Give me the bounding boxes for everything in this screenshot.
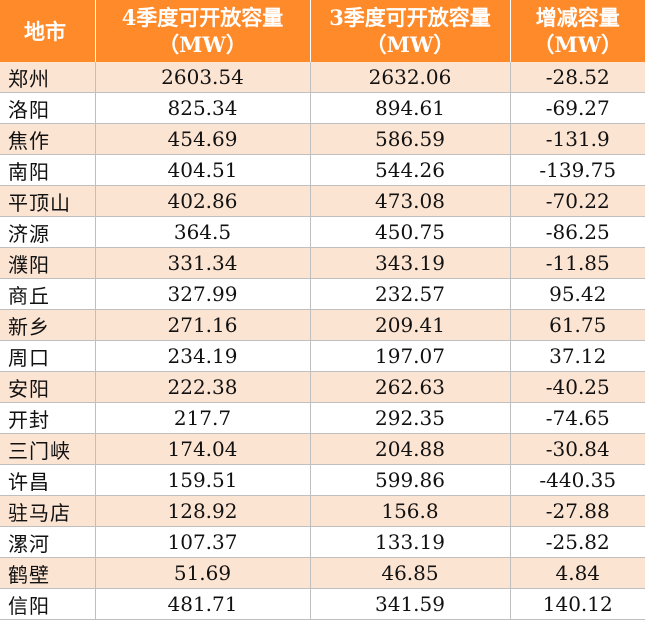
cell-q3-capacity: 156.8 [310,495,511,527]
cell-q4-capacity: 107.37 [95,526,311,558]
cell-change: -69.27 [510,92,645,124]
cell-city: 许昌 [0,464,96,496]
header-q3-capacity: 3季度可开放容量（MW） [310,0,511,62]
cell-change: -28.52 [510,62,645,93]
cell-city: 周口 [0,340,96,372]
cell-q3-capacity: 343.19 [310,247,511,279]
cell-change: -86.25 [510,216,645,248]
cell-q4-capacity: 481.71 [95,588,311,620]
cell-change: 61.75 [510,309,645,341]
table-row: 商丘 327.99 232.57 95.42 [0,278,645,310]
cell-q4-capacity: 159.51 [95,464,311,496]
table-row: 信阳 481.71 341.59 140.12 [0,588,645,620]
cell-city: 商丘 [0,278,96,310]
cell-q3-capacity: 197.07 [310,340,511,372]
cell-change: 140.12 [510,588,645,620]
header-city: 地市 [0,0,96,62]
cell-change: 95.42 [510,278,645,310]
cell-q4-capacity: 217.7 [95,402,311,434]
cell-q3-capacity: 46.85 [310,557,511,589]
cell-city: 南阳 [0,154,96,186]
cell-city: 郑州 [0,62,96,93]
table-row: 郑州 2603.54 2632.06 -28.52 [0,62,645,93]
cell-q3-capacity: 209.41 [310,309,511,341]
cell-q4-capacity: 51.69 [95,557,311,589]
cell-q4-capacity: 2603.54 [95,62,311,93]
table-row: 济源 364.5 450.75 -86.25 [0,216,645,248]
cell-q3-capacity: 204.88 [310,433,511,465]
cell-q4-capacity: 454.69 [95,123,311,155]
table-row: 驻马店 128.92 156.8 -27.88 [0,495,645,527]
cell-q4-capacity: 271.16 [95,309,311,341]
cell-q4-capacity: 222.38 [95,371,311,403]
cell-city: 开封 [0,402,96,434]
cell-q3-capacity: 544.26 [310,154,511,186]
cell-change: -40.25 [510,371,645,403]
header-change: 增减容量（MW） [510,0,645,62]
cell-change: -11.85 [510,247,645,279]
table-body: 郑州 2603.54 2632.06 -28.52 洛阳 825.34 894.61 -69.… [0,62,645,620]
cell-change: -30.84 [510,433,645,465]
cell-change: -131.9 [510,123,645,155]
cell-change: -74.65 [510,402,645,434]
cell-q4-capacity: 404.51 [95,154,311,186]
cell-change: -139.75 [510,154,645,186]
cell-city: 平顶山 [0,185,96,217]
cell-city: 济源 [0,216,96,248]
cell-q3-capacity: 232.57 [310,278,511,310]
table-row: 濮阳 331.34 343.19 -11.85 [0,247,645,279]
cell-q3-capacity: 450.75 [310,216,511,248]
cell-q3-capacity: 599.86 [310,464,511,496]
table-row: 安阳 222.38 262.63 -40.25 [0,371,645,403]
cell-city: 漯河 [0,526,96,558]
cell-change: 37.12 [510,340,645,372]
cell-city: 三门峡 [0,433,96,465]
table-row: 许昌 159.51 599.86 -440.35 [0,464,645,496]
cell-q3-capacity: 292.35 [310,402,511,434]
table-row: 三门峡 174.04 204.88 -30.84 [0,433,645,465]
cell-q3-capacity: 586.59 [310,123,511,155]
cell-q4-capacity: 364.5 [95,216,311,248]
cell-q4-capacity: 128.92 [95,495,311,527]
cell-city: 焦作 [0,123,96,155]
table-row: 南阳 404.51 544.26 -139.75 [0,154,645,186]
cell-q3-capacity: 341.59 [310,588,511,620]
cell-q4-capacity: 174.04 [95,433,311,465]
cell-change: -25.82 [510,526,645,558]
table-row: 开封 217.7 292.35 -74.65 [0,402,645,434]
cell-city: 濮阳 [0,247,96,279]
cell-q3-capacity: 894.61 [310,92,511,124]
cell-city: 新乡 [0,309,96,341]
table-header: 地市 4季度可开放容量（MW） 3季度可开放容量（MW） 增减容量（MW） [0,0,645,62]
cell-q3-capacity: 262.63 [310,371,511,403]
cell-city: 洛阳 [0,92,96,124]
cell-q4-capacity: 234.19 [95,340,311,372]
cell-q4-capacity: 331.34 [95,247,311,279]
table-row: 洛阳 825.34 894.61 -69.27 [0,92,645,124]
cell-change: -27.88 [510,495,645,527]
cell-q4-capacity: 327.99 [95,278,311,310]
header-q4-capacity: 4季度可开放容量（MW） [95,0,311,62]
cell-q3-capacity: 2632.06 [310,62,511,93]
cell-q3-capacity: 473.08 [310,185,511,217]
cell-city: 驻马店 [0,495,96,527]
header-row: 地市 4季度可开放容量（MW） 3季度可开放容量（MW） 增减容量（MW） [0,0,645,62]
cell-city: 信阳 [0,588,96,620]
table-row: 平顶山 402.86 473.08 -70.22 [0,185,645,217]
table-row: 周口 234.19 197.07 37.12 [0,340,645,372]
table-row: 鹤壁 51.69 46.85 4.84 [0,557,645,589]
cell-q4-capacity: 825.34 [95,92,311,124]
cell-city: 安阳 [0,371,96,403]
cell-city: 鹤壁 [0,557,96,589]
cell-q3-capacity: 133.19 [310,526,511,558]
cell-q4-capacity: 402.86 [95,185,311,217]
table-row: 焦作 454.69 586.59 -131.9 [0,123,645,155]
table-row: 漯河 107.37 133.19 -25.82 [0,526,645,558]
cell-change: -440.35 [510,464,645,496]
cell-change: 4.84 [510,557,645,589]
cell-change: -70.22 [510,185,645,217]
table-row: 新乡 271.16 209.41 61.75 [0,309,645,341]
